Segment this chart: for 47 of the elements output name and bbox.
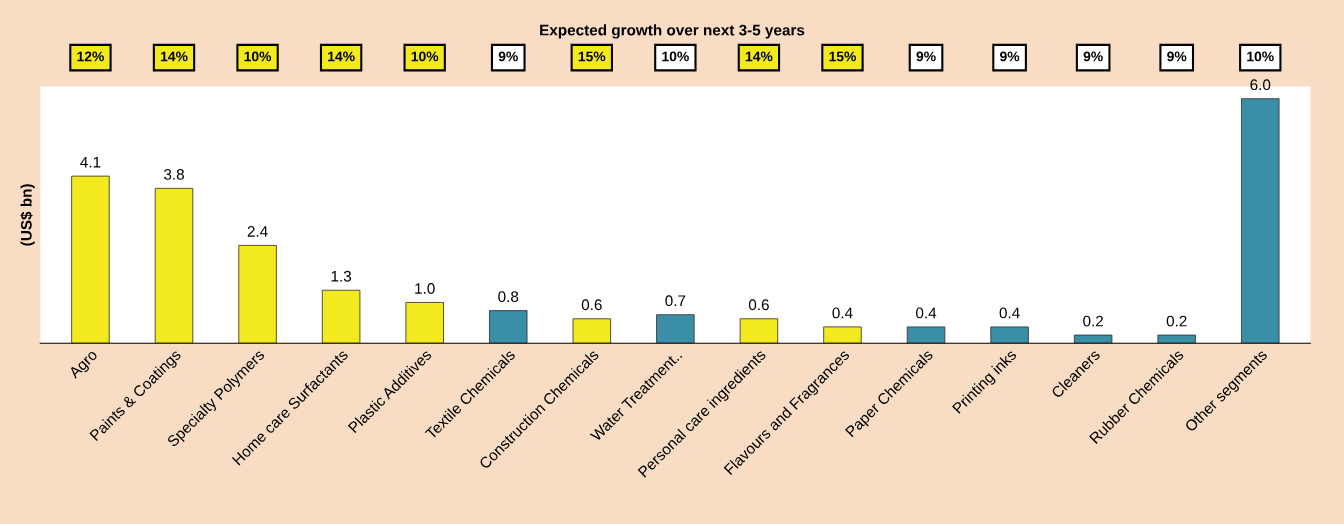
bar: [405, 302, 444, 344]
bar: [489, 310, 528, 344]
data-label: 4.1: [80, 156, 101, 168]
data-label: 0.4: [999, 307, 1020, 319]
data-label: 2.4: [247, 226, 268, 237]
bar: [321, 289, 361, 344]
text: 14%: [328, 51, 355, 62]
bar: [1241, 98, 1280, 344]
text: 15%: [578, 51, 606, 62]
bar: [71, 175, 110, 344]
data-label: 0.6: [581, 299, 602, 311]
bar: [572, 318, 612, 344]
text: 9%: [1167, 51, 1187, 62]
bar: [823, 326, 862, 344]
data-label: 0.4: [832, 307, 853, 319]
text: 14%: [745, 51, 773, 62]
data-label: 0.7: [665, 295, 686, 307]
text: 10%: [244, 51, 272, 62]
data-label: 1.0: [415, 283, 435, 294]
bar: [1157, 334, 1196, 344]
data-label: 6.0: [1250, 79, 1271, 91]
data-label: 0.2: [1166, 315, 1187, 327]
data-label: 0.4: [916, 307, 937, 319]
text: 9%: [916, 51, 936, 62]
data-label: 0.8: [498, 291, 519, 303]
data-label: 1.3: [331, 270, 352, 282]
bar: [990, 326, 1029, 344]
text: 14%: [160, 51, 188, 62]
data-label: 3.8: [163, 168, 184, 180]
chart-title: Expected growth over next 3-5 years: [540, 24, 805, 39]
text: 9%: [1000, 51, 1020, 62]
text: 10%: [662, 51, 689, 62]
bar: [238, 244, 277, 344]
bar: [656, 314, 695, 344]
text: 15%: [829, 51, 857, 62]
y-axis-title: (US$ bn): [20, 184, 35, 246]
text: 9%: [1083, 51, 1103, 62]
bar: [154, 187, 194, 344]
text: 10%: [1247, 51, 1274, 62]
data-label: 0.6: [748, 299, 769, 311]
bar: [906, 326, 946, 344]
text: 12%: [77, 51, 104, 62]
bar: [1073, 334, 1113, 344]
text: 10%: [411, 51, 439, 62]
data-label: 0.2: [1083, 315, 1103, 327]
text: 9%: [498, 51, 518, 62]
bar: [739, 318, 779, 344]
